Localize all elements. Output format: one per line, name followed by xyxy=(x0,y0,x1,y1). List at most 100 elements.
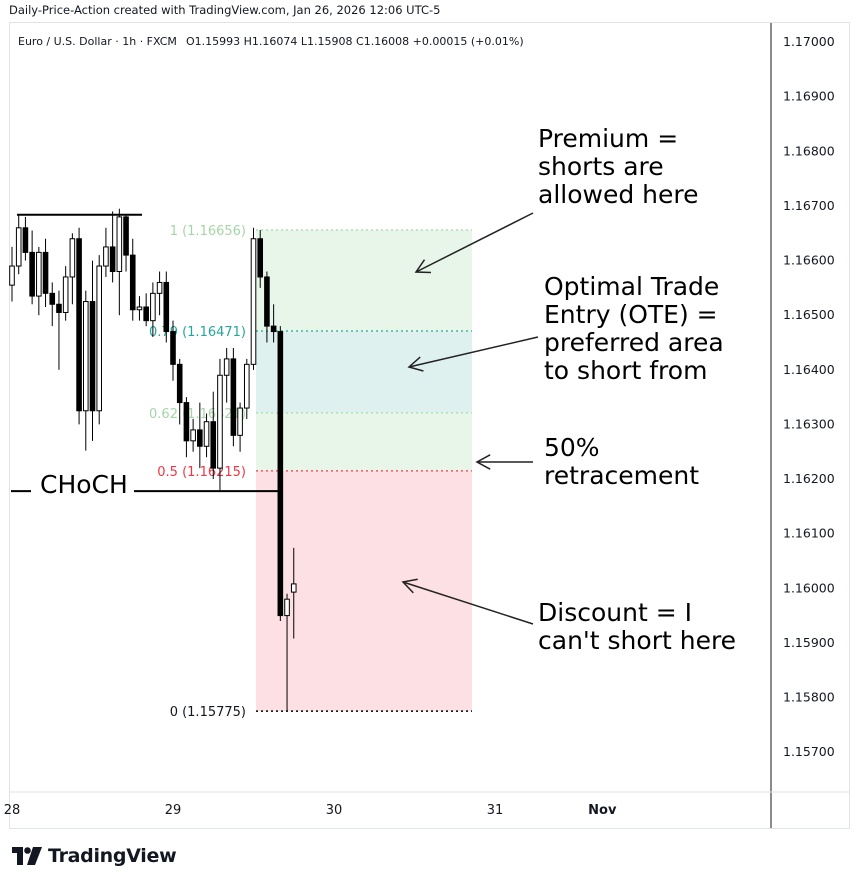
candle xyxy=(9,246,15,302)
candle xyxy=(270,304,277,343)
annotation-discount: Discount = I xyxy=(538,598,692,627)
candle-body xyxy=(237,407,243,436)
candle-body xyxy=(284,598,290,617)
candle-body xyxy=(123,216,129,256)
y-tick-label: 1.16200 xyxy=(783,471,835,486)
y-tick-label: 1.16800 xyxy=(783,143,835,158)
candle xyxy=(56,290,62,370)
candle xyxy=(203,413,210,458)
candle xyxy=(150,282,156,338)
premium-arrow xyxy=(414,212,534,274)
candle-body xyxy=(76,238,82,412)
ohlc-label: O1.15993 H1.16074 L1.15908 C1.16008 +0.0… xyxy=(186,35,524,48)
fib-level-label: 1 (1.16656) xyxy=(170,224,246,239)
candle xyxy=(190,418,196,452)
candle xyxy=(243,358,250,419)
candle-body xyxy=(29,251,35,297)
candle-body xyxy=(109,246,116,273)
y-tick-label: 1.16400 xyxy=(783,362,835,377)
candle xyxy=(223,347,230,403)
arrow-shaft xyxy=(408,336,539,368)
candle-body xyxy=(243,363,250,409)
candle-body xyxy=(183,402,190,442)
candle-body xyxy=(223,358,230,376)
annotation-ote: preferred area xyxy=(544,328,724,357)
y-tick-label: 1.15900 xyxy=(783,635,835,650)
x-tick-label: 29 xyxy=(165,803,182,818)
y-tick-label: 1.16300 xyxy=(783,416,835,431)
candle xyxy=(49,282,56,327)
candle xyxy=(15,214,22,275)
candle-body xyxy=(250,238,257,365)
candle xyxy=(217,358,223,490)
candle xyxy=(176,358,183,425)
discount-arrow xyxy=(401,578,534,625)
candle-body xyxy=(36,251,42,297)
candle-body xyxy=(56,303,62,313)
candle xyxy=(96,255,103,425)
annotation-ote: Optimal Trade xyxy=(544,272,719,301)
annotation-choch: CHoCH xyxy=(40,470,128,499)
candle xyxy=(290,547,297,639)
candle-body xyxy=(190,429,196,442)
candle xyxy=(62,266,69,321)
fifty-arrow xyxy=(475,454,533,470)
candle xyxy=(76,227,82,425)
candle xyxy=(136,296,143,321)
ote-zone xyxy=(256,331,472,413)
arrow-head xyxy=(401,578,418,594)
arrow-shaft xyxy=(415,212,534,273)
candle xyxy=(237,402,243,452)
ote-arrow xyxy=(407,336,539,372)
candle-body xyxy=(197,429,203,447)
candle xyxy=(257,229,264,288)
candle-body xyxy=(9,265,15,286)
x-tick-label: 28 xyxy=(4,803,21,818)
candle-body xyxy=(217,374,223,469)
x-tick-label: Nov xyxy=(588,803,617,818)
annotation-fifty: 50% xyxy=(544,433,600,462)
x-tick-label: 31 xyxy=(487,803,504,818)
annotation-premium: allowed here xyxy=(538,180,699,209)
y-tick-label: 1.17000 xyxy=(783,34,835,49)
tradingview-brand: TradingView xyxy=(48,845,177,867)
annotation-premium: shorts are xyxy=(538,152,664,181)
candle xyxy=(170,320,176,381)
candle-body xyxy=(257,238,264,278)
candle-body xyxy=(116,216,123,273)
candle-body xyxy=(210,421,217,469)
candle xyxy=(116,208,123,316)
candle-body xyxy=(143,306,149,322)
y-tick-label: 1.16600 xyxy=(783,253,835,268)
premium-zone xyxy=(256,229,472,332)
candle-body xyxy=(270,325,277,333)
candle xyxy=(36,246,42,316)
candle xyxy=(163,271,170,343)
chart-frame xyxy=(9,22,850,829)
x-tick-label: 30 xyxy=(326,803,343,818)
candle-body xyxy=(203,421,210,447)
candle-body xyxy=(22,227,29,253)
annotation-ote: to short from xyxy=(544,356,707,385)
tradingview-logo-icon xyxy=(12,847,42,865)
annotation-ote: Entry (OTE) = xyxy=(544,300,718,329)
candle xyxy=(284,593,290,712)
candle xyxy=(129,238,136,321)
candle-body xyxy=(150,292,156,322)
candle-body xyxy=(89,301,96,412)
candle-body xyxy=(82,301,89,412)
candle xyxy=(82,290,89,451)
y-tick-label: 1.16000 xyxy=(783,580,835,595)
annotation-premium: Premium = xyxy=(538,124,678,153)
candle xyxy=(29,230,35,305)
candle-body xyxy=(230,358,237,436)
arrow-shaft xyxy=(402,581,534,625)
y-tick-label: 1.16500 xyxy=(783,307,835,322)
candle xyxy=(250,227,257,370)
fib-level-label: 0 (1.15775) xyxy=(170,705,246,720)
candle xyxy=(277,326,284,622)
tradingview-logo[interactable]: TradingView xyxy=(12,845,177,867)
candle xyxy=(143,293,149,327)
candle xyxy=(123,214,129,272)
